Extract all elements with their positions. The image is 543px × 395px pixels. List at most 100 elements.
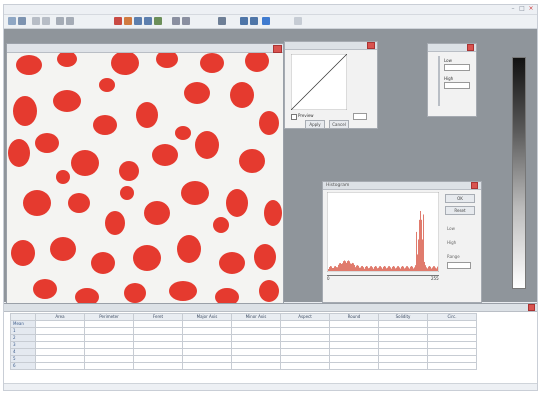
- image-close-icon[interactable]: [273, 45, 282, 53]
- table-cell: [134, 356, 183, 363]
- histogram-bin: [367, 267, 368, 271]
- column-header[interactable]: Feret: [134, 314, 183, 321]
- results-close-icon[interactable]: [528, 304, 535, 311]
- table-cell: [85, 342, 134, 349]
- histogram-bin: [332, 268, 333, 271]
- threshold-value-field[interactable]: [353, 113, 367, 120]
- table-cell: [134, 335, 183, 342]
- column-header[interactable]: Area: [36, 314, 85, 321]
- pencil-icon[interactable]: [114, 17, 122, 25]
- histogram-bin: [334, 266, 335, 271]
- layers-icon[interactable]: [240, 17, 248, 25]
- export-icon[interactable]: [250, 17, 258, 25]
- workspace: Preview Apply Cancel Low High Histogram: [4, 29, 537, 302]
- column-header[interactable]: [11, 314, 36, 321]
- table-cell: [183, 356, 232, 363]
- line-icon[interactable]: [134, 17, 142, 25]
- table-row[interactable]: 5: [11, 356, 477, 363]
- threshold-panel-caption: [285, 42, 377, 50]
- open-icon[interactable]: [8, 17, 16, 25]
- threshold-curve[interactable]: [291, 54, 347, 110]
- histogram-bin: [379, 266, 380, 271]
- histogram-bin: [424, 262, 425, 271]
- histogram-bin: [390, 267, 391, 271]
- particle: [53, 90, 81, 112]
- undo-icon[interactable]: [32, 17, 40, 25]
- save-icon[interactable]: [18, 17, 26, 25]
- table-row[interactable]: Mean: [11, 321, 477, 328]
- histogram-bin: [344, 260, 345, 271]
- histogram-icon[interactable]: [172, 17, 180, 25]
- particle: [8, 139, 30, 167]
- particle-image[interactable]: [7, 53, 283, 309]
- table-row[interactable]: 3: [11, 342, 477, 349]
- histogram-reset-button[interactable]: Reset: [445, 206, 475, 215]
- histogram-bin: [380, 266, 381, 271]
- pointer-icon[interactable]: [56, 17, 64, 25]
- histogram-bin: [404, 268, 405, 271]
- table-row[interactable]: 1: [11, 328, 477, 335]
- histogram-bin: [415, 265, 416, 271]
- column-header[interactable]: Round: [330, 314, 379, 321]
- maximize-button[interactable]: □: [518, 6, 526, 12]
- histogram-ok-button[interactable]: OK: [445, 194, 475, 203]
- particle: [264, 200, 282, 226]
- histogram-bin: [419, 220, 420, 271]
- table-cell: [281, 328, 330, 335]
- help-icon[interactable]: [294, 17, 302, 25]
- threshold-close-icon[interactable]: [367, 42, 375, 49]
- eraser-icon[interactable]: [124, 17, 132, 25]
- table-row[interactable]: 2: [11, 335, 477, 342]
- histogram-caption: Histogram: [323, 182, 481, 190]
- histogram-range-field[interactable]: [447, 262, 471, 269]
- column-header[interactable]: Perimeter: [85, 314, 134, 321]
- particle: [13, 96, 37, 126]
- cancel-button[interactable]: Cancel: [329, 120, 349, 129]
- column-header[interactable]: Major Axis: [183, 314, 232, 321]
- histogram-bin: [402, 266, 403, 271]
- table-row[interactable]: 6: [11, 363, 477, 370]
- histogram-plot[interactable]: [327, 192, 439, 272]
- threshold-icon[interactable]: [218, 17, 226, 25]
- apply-button[interactable]: Apply: [305, 120, 325, 129]
- histogram-bin: [411, 266, 412, 271]
- results-table: Area Perimeter Feret Major Axis Minor Axis As…: [10, 313, 477, 370]
- column-header[interactable]: Minor Axis: [232, 314, 281, 321]
- settings-icon[interactable]: [182, 17, 190, 25]
- table-cell: [85, 321, 134, 328]
- histogram-bin: [374, 267, 375, 271]
- play-icon[interactable]: [262, 17, 270, 25]
- histogram-bin: [363, 267, 364, 271]
- column-header[interactable]: Solidity: [379, 314, 428, 321]
- range-slider-track[interactable]: [438, 56, 440, 106]
- row-header-cell: 5: [11, 356, 36, 363]
- histogram-bin: [373, 269, 374, 271]
- particle: [71, 150, 99, 176]
- range-low-field[interactable]: [444, 64, 470, 71]
- particle: [33, 279, 57, 299]
- range-low-label: Low: [444, 58, 452, 63]
- table-cell: [232, 328, 281, 335]
- measure-icon[interactable]: [144, 17, 152, 25]
- column-header[interactable]: Aspect: [281, 314, 330, 321]
- range-close-icon[interactable]: [467, 44, 474, 51]
- preview-checkbox[interactable]: [291, 114, 297, 120]
- histogram-bin: [347, 261, 348, 271]
- minimize-button[interactable]: –: [509, 6, 517, 12]
- close-button[interactable]: ×: [527, 6, 535, 12]
- table-cell: [232, 321, 281, 328]
- histogram-bin: [356, 266, 357, 271]
- histogram-close-icon[interactable]: [471, 182, 478, 189]
- row-header-cell: 6: [11, 363, 36, 370]
- particle: [230, 82, 254, 108]
- zoom-icon[interactable]: [66, 17, 74, 25]
- count-icon[interactable]: [154, 17, 162, 25]
- grayscale-bar: [512, 57, 526, 289]
- histogram-bin: [396, 268, 397, 271]
- redo-icon[interactable]: [42, 17, 50, 25]
- particle: [91, 252, 115, 274]
- histogram-bin: [386, 268, 387, 271]
- column-header[interactable]: Circ.: [428, 314, 477, 321]
- table-row[interactable]: 4: [11, 349, 477, 356]
- range-high-field[interactable]: [444, 82, 470, 89]
